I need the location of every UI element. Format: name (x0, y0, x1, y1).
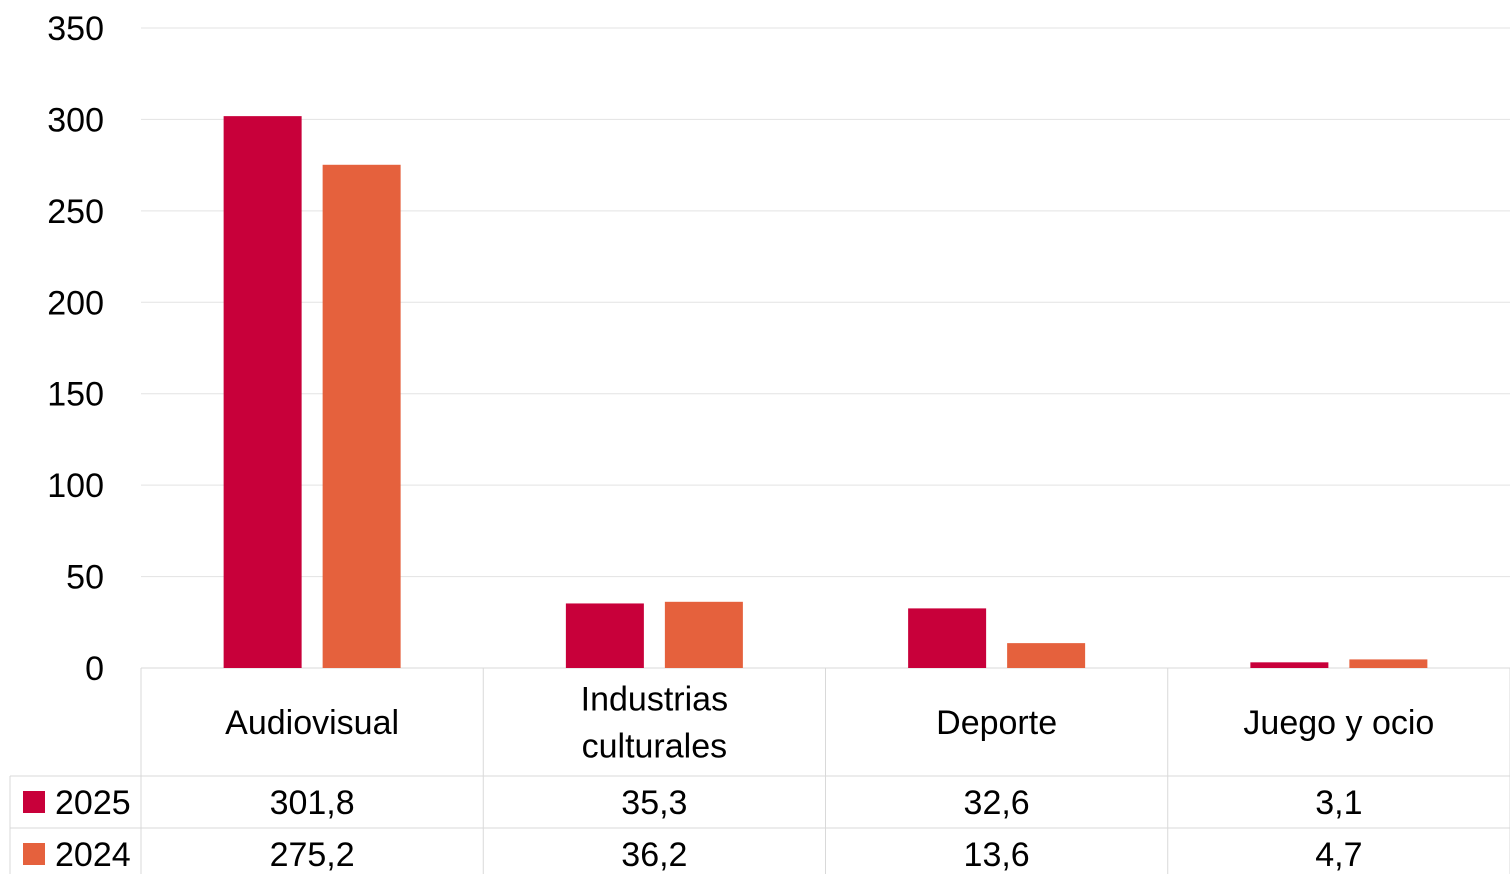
y-tick-label: 150 (47, 376, 104, 414)
bar-2025-0 (223, 116, 302, 668)
data-table-lines (9, 668, 1510, 874)
y-tick-label: 350 (47, 10, 104, 48)
bar-2025-1 (565, 603, 644, 668)
data-table-value: 3,1 (1315, 784, 1362, 822)
y-axis-tick-labels: 0 50 100 150 200 250 300 350 (47, 10, 104, 688)
y-tick-label: 250 (47, 193, 104, 231)
bar-2025-2 (908, 608, 987, 668)
y-tick-label: 0 (85, 650, 104, 688)
y-tick-label: 300 (47, 101, 104, 139)
y-tick-label: 200 (47, 284, 104, 322)
category-label: Juego y ocio (1243, 704, 1434, 742)
bar-2024-2 (1007, 643, 1086, 668)
data-table-value: 32,6 (964, 784, 1030, 822)
data-table-value: 4,7 (1315, 836, 1362, 874)
category-label: Industrias (581, 681, 728, 719)
data-table: 2025 301,8 35,3 32,6 3,1 2024 275,2 36,2 13,6 4,7 (23, 784, 1363, 874)
data-table-value: 275,2 (270, 836, 355, 874)
legend-label: 2025 (55, 784, 131, 822)
bar-2024-3 (1349, 659, 1428, 668)
bar-2024-0 (322, 164, 401, 668)
category-label: Deporte (936, 704, 1057, 742)
bars (223, 116, 1428, 668)
category-label: culturales (582, 728, 728, 766)
data-table-value: 36,2 (621, 836, 687, 874)
data-table-value: 301,8 (270, 784, 355, 822)
y-tick-label: 100 (47, 467, 104, 505)
data-table-value: 35,3 (621, 784, 687, 822)
legend-key-2025 (23, 791, 45, 813)
category-labels: Audiovisual Industrias culturales Deporte Ju… (225, 681, 1434, 766)
bar-2024-1 (664, 601, 743, 668)
legend-key-2024 (23, 843, 45, 865)
data-table-value: 13,6 (964, 836, 1030, 874)
legend-label: 2024 (55, 836, 131, 874)
bar-2025-3 (1250, 662, 1329, 668)
category-label: Audiovisual (225, 704, 399, 742)
y-tick-label: 50 (66, 559, 104, 597)
